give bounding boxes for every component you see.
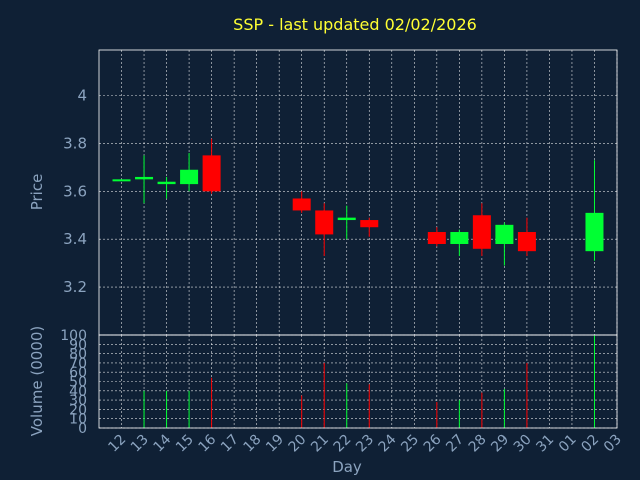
- candle-body: [315, 210, 334, 235]
- day-tick-label: 13: [128, 432, 152, 456]
- day-tick-label: 29: [488, 432, 512, 456]
- volume-tick-label: 0: [78, 421, 87, 437]
- candle-body: [360, 220, 379, 228]
- day-tick-label: 12: [105, 432, 129, 456]
- day-tick-label: 25: [398, 432, 422, 456]
- day-tick-label: 01: [556, 432, 580, 456]
- chart-title: SSP - last updated 02/02/2026: [233, 15, 477, 34]
- day-axis-label: Day: [332, 458, 362, 476]
- day-tick-label: 27: [443, 432, 467, 456]
- candle-body: [112, 179, 131, 182]
- price-axis-label: Price: [28, 174, 46, 211]
- candle-body: [472, 215, 491, 249]
- volume-tick-label: 90: [69, 337, 87, 353]
- candle-body: [337, 217, 356, 221]
- volume-tick-label: 50: [69, 375, 87, 391]
- candle-body: [135, 176, 154, 180]
- price-tick-label: 3.6: [63, 182, 87, 200]
- volume-tick-label: 20: [69, 402, 87, 418]
- day-tick-label: 30: [511, 432, 535, 456]
- candle-body: [202, 155, 221, 192]
- day-axis: 1213141516171819202122232425262728293031…: [105, 431, 624, 455]
- candle-body: [292, 198, 311, 211]
- volume-tick-label: 30: [69, 393, 87, 409]
- candle-body: [517, 232, 536, 252]
- day-tick-label: 17: [218, 432, 242, 456]
- volume-tick-label: 70: [69, 356, 87, 372]
- price-panel: 3.2 3.4 3.6 3.8 4: [63, 49, 618, 336]
- volume-tick-label: 60: [69, 365, 87, 381]
- day-tick-label: 28: [466, 432, 490, 456]
- day-tick-label: 26: [421, 431, 445, 455]
- day-tick-label: 22: [331, 432, 355, 456]
- day-tick-label: 15: [173, 432, 197, 456]
- day-tick-label: 31: [533, 432, 557, 456]
- volume-tick-label: 100: [60, 328, 87, 344]
- candle-body: [427, 232, 446, 244]
- volume-axis-label: Volume (0000): [28, 326, 46, 436]
- candle-body: [585, 212, 604, 252]
- candle-body: [495, 224, 514, 244]
- day-tick-label: 02: [578, 432, 602, 456]
- price-tick-label: 3.2: [63, 278, 87, 296]
- price-tick-label: 4: [77, 87, 87, 105]
- day-tick-label: 21: [308, 432, 332, 456]
- candle-body: [180, 169, 199, 185]
- candle-body: [157, 181, 176, 185]
- volume-tick-label: 40: [69, 384, 87, 400]
- volume-tick-label: 10: [69, 412, 87, 428]
- price-tick-label: 3.8: [63, 134, 87, 152]
- candle-body: [450, 232, 469, 244]
- price-plot-frame: [98, 49, 618, 336]
- day-tick-label: 23: [353, 432, 377, 456]
- day-tick-label: 16: [196, 431, 220, 455]
- volume-plot-frame: [98, 334, 618, 429]
- day-tick-label: 14: [150, 431, 174, 455]
- day-tick-label: 24: [376, 431, 400, 455]
- day-tick-label: 03: [601, 432, 625, 456]
- day-tick-label: 19: [263, 432, 287, 456]
- day-tick-label: 20: [286, 432, 310, 456]
- volume-tick-label: 80: [69, 347, 87, 363]
- price-tick-label: 3.4: [63, 230, 87, 248]
- day-tick-label: 18: [241, 432, 265, 456]
